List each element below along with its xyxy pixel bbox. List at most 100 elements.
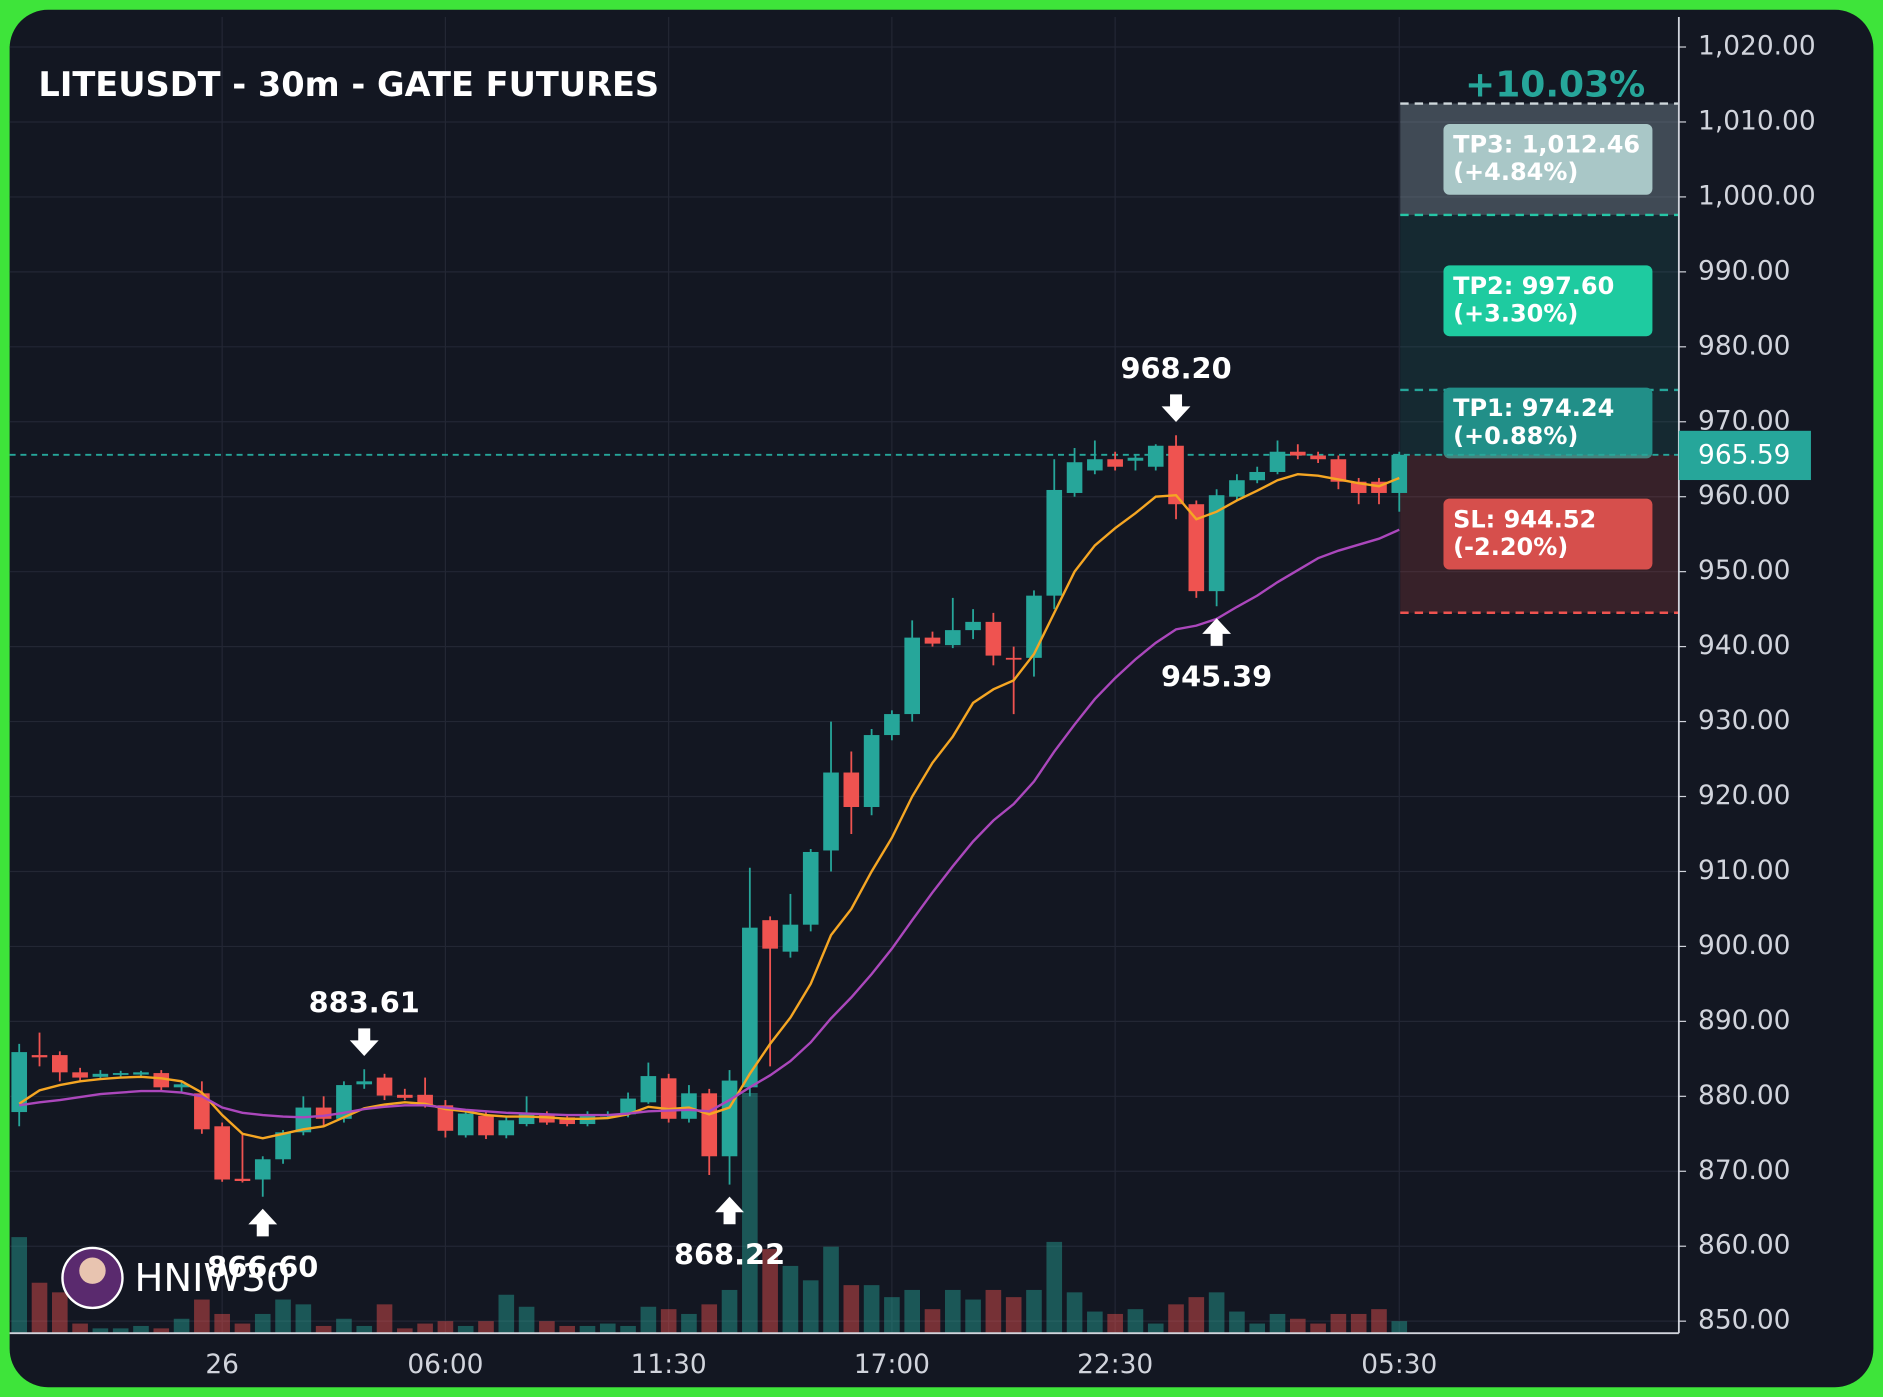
y-tick-label: 920.00 [1698, 780, 1790, 811]
volume-bar [1127, 1309, 1144, 1334]
candle-body [742, 927, 758, 1088]
y-tick-label: 880.00 [1698, 1080, 1790, 1111]
candle-body [153, 1073, 170, 1088]
volume-bar [214, 1313, 230, 1334]
volume-bar [1371, 1309, 1387, 1334]
volume-bar [376, 1304, 393, 1334]
candles [11, 435, 1408, 1197]
volume-bar [660, 1309, 677, 1334]
chart-title: LITEUSDT - 30m - GATE FUTURES [38, 65, 659, 104]
candle-body [924, 637, 941, 644]
volume-bar [1168, 1304, 1184, 1334]
x-tick-label: 06:00 [407, 1349, 483, 1380]
volume-bar [1391, 1321, 1408, 1334]
candle-body [315, 1107, 332, 1119]
volume-bar [478, 1321, 494, 1334]
level-label: TP1: 974.24 [1453, 394, 1614, 422]
volume-bar [315, 1325, 332, 1334]
candle-body [194, 1093, 210, 1130]
grid [9, 16, 1679, 1334]
volume-bar [620, 1325, 636, 1334]
candle-body [782, 924, 799, 952]
avatar-face [79, 1257, 106, 1284]
volume-bar [742, 1092, 758, 1334]
candle-body [1026, 595, 1042, 658]
candle-body [437, 1105, 454, 1131]
candle-body [539, 1115, 555, 1123]
candle-body [1168, 445, 1184, 505]
candle-body [1391, 454, 1408, 493]
level-change: (+4.84%) [1453, 158, 1578, 186]
y-tick-label: 980.00 [1698, 330, 1790, 361]
x-tick-label: 11:30 [631, 1349, 707, 1380]
candle-body [823, 772, 839, 851]
volume-bar [153, 1328, 170, 1334]
candle-body [133, 1072, 149, 1075]
candle-body [397, 1094, 413, 1098]
level-box [1443, 498, 1653, 570]
arrow-up [248, 1208, 278, 1237]
volume-bar [234, 1323, 251, 1334]
candle-body [884, 714, 900, 736]
candle-body [275, 1132, 291, 1160]
y-tick-label: 940.00 [1698, 630, 1790, 661]
volume-bar [336, 1318, 352, 1334]
panel [9, 9, 1874, 1388]
candle-body [51, 1055, 68, 1073]
volume-bar [701, 1304, 718, 1334]
y-tick-label: 850.00 [1698, 1305, 1790, 1336]
volume-bar [762, 1249, 778, 1334]
arrow-up [1202, 618, 1232, 646]
candle-body [762, 920, 778, 949]
volume-bar [1208, 1292, 1225, 1334]
level-label: TP2: 997.60 [1453, 272, 1614, 300]
level-change: (+3.30%) [1453, 300, 1578, 328]
candle-body [802, 851, 819, 925]
candle-body [559, 1117, 575, 1125]
volume-bar [31, 1282, 48, 1334]
volume-bar [1026, 1289, 1042, 1334]
volume-bar [173, 1318, 190, 1334]
candle-body [518, 1114, 535, 1125]
candle-body [904, 637, 921, 715]
volume-bar [518, 1306, 535, 1334]
volume [11, 1092, 1408, 1334]
candle-body [254, 1159, 271, 1180]
last-price-label: 965.59 [1698, 440, 1790, 471]
volume-bar [559, 1325, 575, 1334]
annotation-label: 968.20 [1120, 351, 1231, 385]
volume-bar [295, 1304, 312, 1334]
volume-bar [1330, 1313, 1347, 1334]
candle-body [1066, 462, 1083, 493]
candle-body [336, 1085, 352, 1119]
annotation-label: 883.61 [309, 985, 420, 1019]
volume-bar [1087, 1311, 1103, 1334]
y-tick-label: 930.00 [1698, 705, 1790, 736]
candle-body [112, 1073, 129, 1075]
y-tick-label: 990.00 [1698, 255, 1790, 286]
arrow-up [715, 1196, 744, 1225]
candle-body [1229, 480, 1245, 497]
volume-bar [1249, 1323, 1266, 1334]
y-tick-label: 1,020.00 [1698, 31, 1816, 62]
candle-body [620, 1098, 636, 1115]
volume-bar [1310, 1323, 1326, 1334]
candle-body [1249, 471, 1266, 481]
volume-bar [437, 1321, 454, 1334]
x-tick-label: 17:00 [854, 1349, 930, 1380]
candle-body [1310, 455, 1326, 460]
volume-bar [397, 1328, 413, 1334]
candle-body [1269, 451, 1286, 472]
candle-body [1046, 489, 1063, 596]
y-tick-label: 870.00 [1698, 1155, 1790, 1186]
volume-bar [1005, 1297, 1022, 1334]
candle-body [457, 1113, 474, 1136]
position-zones: TP3: 1,012.46(+4.84%) TP2: 997.60(+3.30%)… [9, 102, 1679, 614]
candle-body [1188, 504, 1205, 592]
volume-bar [681, 1313, 697, 1334]
last-price-box [1678, 430, 1811, 481]
candle-body [11, 1052, 28, 1113]
candle-body [234, 1178, 251, 1182]
volume-bar [539, 1321, 555, 1334]
level-box [1443, 123, 1653, 195]
